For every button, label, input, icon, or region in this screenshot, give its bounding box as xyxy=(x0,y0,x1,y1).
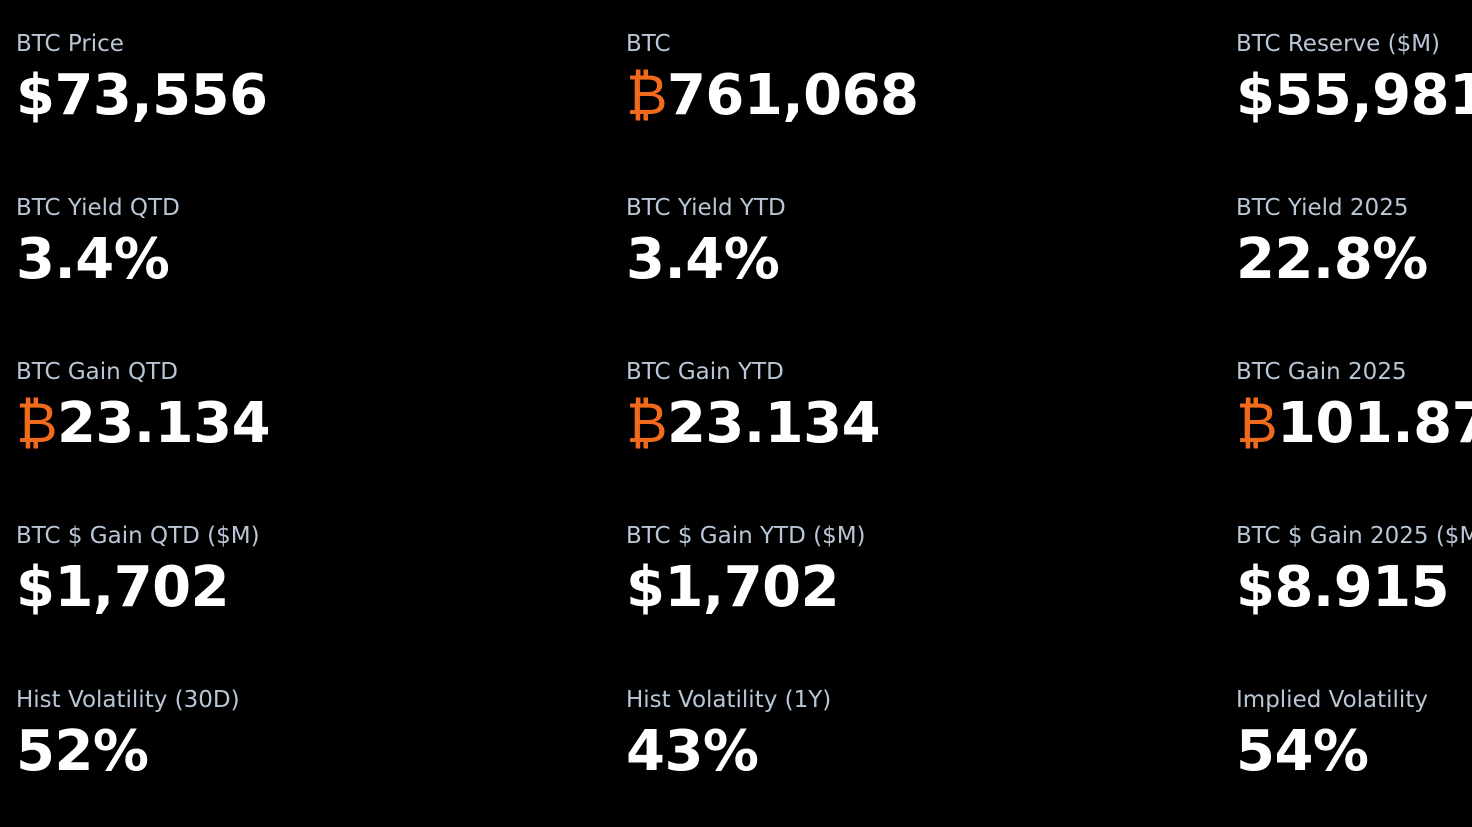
metric-value: $1,702 xyxy=(16,555,230,621)
metric-number: 23.134 xyxy=(56,391,271,456)
metric-label: BTC $ Gain QTD ($M) xyxy=(16,523,260,549)
metric-value: 3.4% xyxy=(626,227,780,293)
metric-label: BTC Gain YTD xyxy=(626,359,784,385)
metric-number: 101.873 xyxy=(1276,391,1472,456)
metric-number: 43% xyxy=(626,719,759,784)
metric-number: 22.8% xyxy=(1236,227,1428,292)
metric-value: 22.8% xyxy=(1236,227,1428,293)
metric-label: BTC $ Gain 2025 ($M) xyxy=(1236,523,1472,549)
metric-number: 23.134 xyxy=(666,391,881,456)
metric-value: $8.915 xyxy=(1236,555,1450,621)
metric-number: $1,702 xyxy=(626,555,840,620)
metric-number: $1,702 xyxy=(16,555,230,620)
metric-value: 3.4% xyxy=(16,227,170,293)
btc-symbol: ₿ xyxy=(1236,391,1277,456)
metric-number: 3.4% xyxy=(16,227,170,292)
metric-label: BTC Yield YTD xyxy=(626,195,786,221)
metric-number: 3.4% xyxy=(626,227,780,292)
metric-value: $55,981 xyxy=(1236,63,1472,129)
metric-label: BTC Gain QTD xyxy=(16,359,178,385)
metric-label: BTC Yield QTD xyxy=(16,195,180,221)
metric-number: 761,068 xyxy=(666,63,919,128)
metric-value: ₿23.134 xyxy=(626,391,881,457)
metric-number: $73,556 xyxy=(16,63,268,128)
metric-value: 52% xyxy=(16,719,149,785)
metric-label: BTC Gain 2025 xyxy=(1236,359,1407,385)
metric-value: 54% xyxy=(1236,719,1369,785)
metric-value: ₿101.873 xyxy=(1236,391,1472,457)
metric-label: BTC $ Gain YTD ($M) xyxy=(626,523,866,549)
metric-label: BTC Reserve ($M) xyxy=(1236,31,1441,57)
btc-symbol: ₿ xyxy=(626,63,667,128)
btc-symbol: ₿ xyxy=(626,391,667,456)
metric-number: 54% xyxy=(1236,719,1369,784)
metric-number: 52% xyxy=(16,719,149,784)
metric-number: $8.915 xyxy=(1236,555,1450,620)
metric-number: $55,981 xyxy=(1236,63,1472,128)
metric-value: ₿761,068 xyxy=(626,63,919,129)
metric-label: BTC Yield 2025 xyxy=(1236,195,1409,221)
metric-value: $73,556 xyxy=(16,63,268,129)
metric-value: $1,702 xyxy=(626,555,840,621)
metric-label: Hist Volatility (30D) xyxy=(16,687,240,713)
metric-label: BTC Price xyxy=(16,31,124,57)
metric-label: Implied Volatility xyxy=(1236,687,1428,713)
metric-label: BTC xyxy=(626,31,671,57)
metric-label: Hist Volatility (1Y) xyxy=(626,687,832,713)
btc-symbol: ₿ xyxy=(16,391,57,456)
metric-value: 43% xyxy=(626,719,759,785)
metric-value: ₿23.134 xyxy=(16,391,271,457)
